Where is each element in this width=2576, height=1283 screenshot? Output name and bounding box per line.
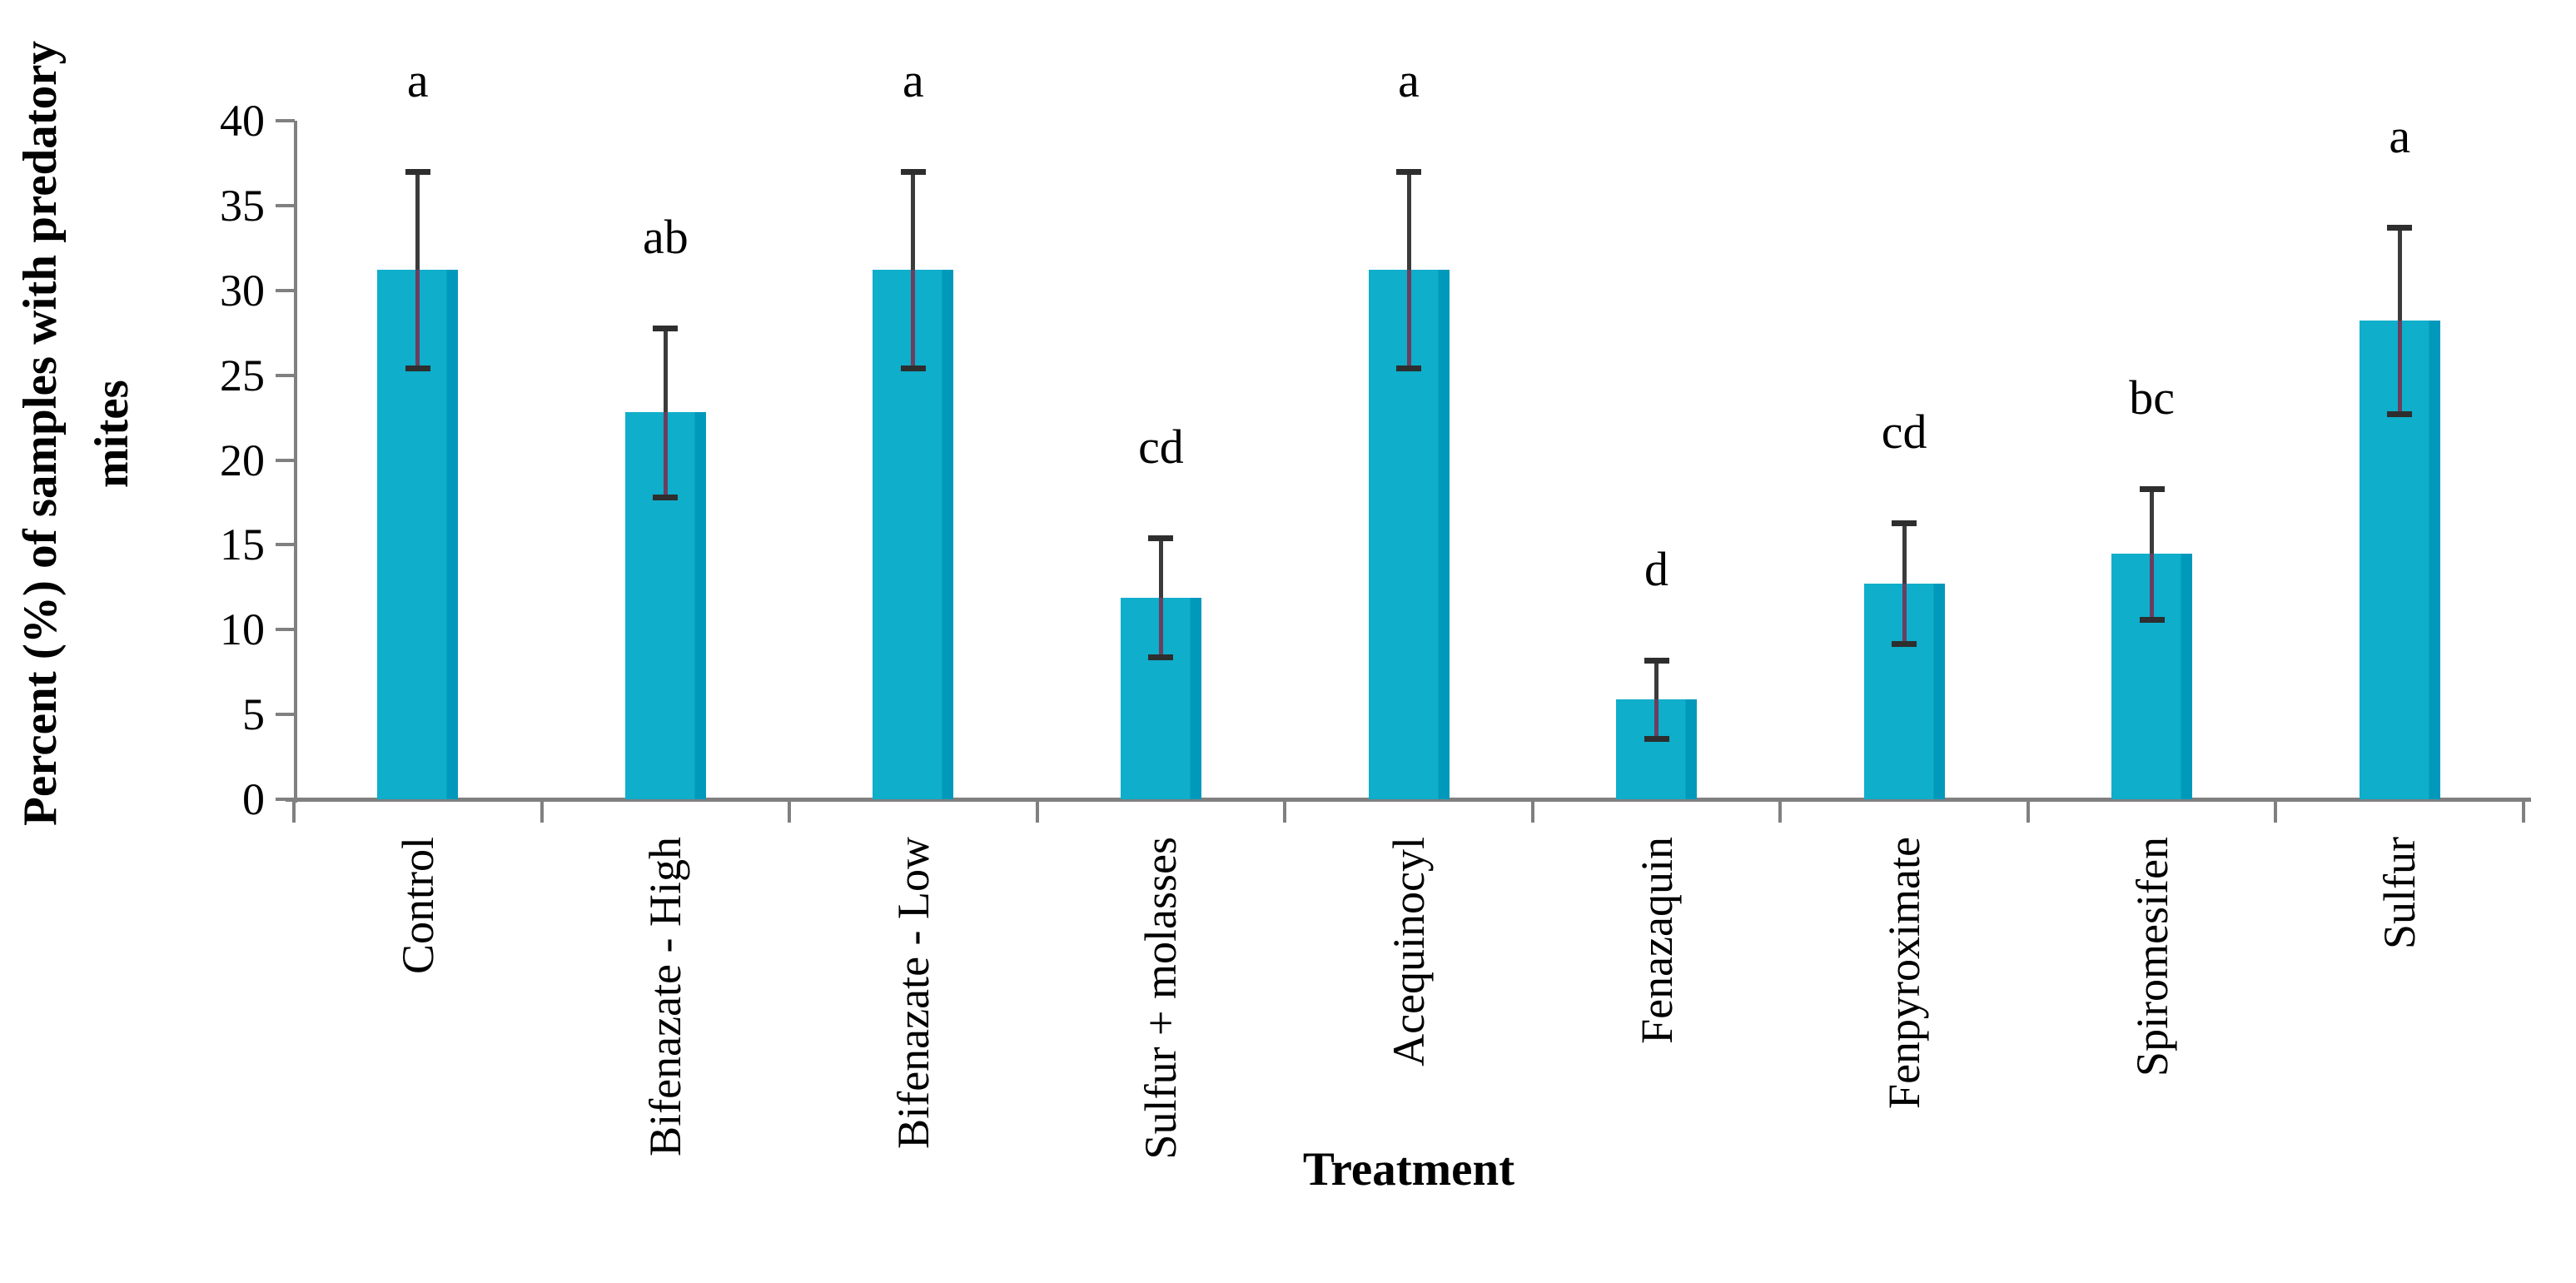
x-category-label: Sulfur + molasses	[1136, 837, 1186, 1160]
error-bar-whisker	[415, 172, 420, 271]
y-tick-mark	[276, 798, 295, 801]
y-tick-label: 25	[220, 350, 265, 400]
y-tick-label: 20	[220, 435, 265, 485]
error-bar-cap-top	[2387, 225, 2413, 231]
error-bar-cap-top	[405, 169, 430, 176]
x-category-label: Spiromesifen	[2126, 837, 2177, 1077]
y-axis-line	[294, 121, 297, 803]
y-tick-label: 40	[220, 96, 265, 146]
error-bar-whisker	[1158, 538, 1163, 598]
x-category-label: Fenazaquin	[1631, 837, 1682, 1044]
error-bar-cap-bottom	[2387, 411, 2413, 418]
x-category-label: Bifenazate - High	[640, 837, 691, 1156]
x-tick-mark	[2274, 802, 2278, 823]
x-category-label: Acequinocyl	[1384, 837, 1434, 1067]
x-tick-mark	[1035, 802, 1039, 823]
error-bar-cap-bottom	[900, 366, 926, 372]
y-tick-mark	[276, 203, 295, 207]
y-tick-label: 0	[242, 774, 265, 824]
error-bar-whisker	[2397, 227, 2402, 321]
x-category-label: Fenpyroximate	[1879, 837, 1930, 1109]
error-bar-cap-bottom	[1148, 654, 1174, 660]
x-tick-mark	[2522, 802, 2525, 823]
x-axis-line	[286, 798, 2531, 802]
error-bar-whisker-lower	[2150, 553, 2155, 620]
x-tick-mark	[292, 802, 296, 823]
significance-letter: d	[1644, 541, 1669, 596]
significance-letter: a	[406, 53, 429, 108]
error-bar-whisker-lower	[1406, 270, 1411, 369]
significance-letter: cd	[1881, 404, 1927, 459]
error-bar-cap-bottom	[1644, 735, 1669, 742]
significance-letter: a	[1398, 53, 1420, 108]
x-category-label: Bifenazate - Low	[888, 837, 938, 1149]
error-bar-whisker-lower	[2397, 321, 2402, 415]
y-tick-label: 30	[220, 265, 265, 316]
x-tick-mark	[1283, 802, 1287, 823]
x-tick-mark	[540, 802, 544, 823]
error-bar-cap-bottom	[2139, 617, 2165, 624]
x-tick-mark	[2026, 802, 2030, 823]
y-tick-mark	[276, 288, 295, 292]
error-bar-whisker	[2150, 489, 2155, 554]
error-bar-cap-bottom	[1396, 366, 1421, 372]
error-bar-cap-top	[1396, 169, 1421, 176]
x-axis-title: Treatment	[1302, 1143, 1515, 1196]
x-category-label: Sulfur	[2375, 837, 2425, 949]
error-bar-cap-top	[653, 325, 679, 331]
error-bar-cap-bottom	[405, 366, 430, 372]
error-bar-cap-top	[1644, 657, 1669, 664]
error-bar-cap-top	[2139, 486, 2165, 493]
error-bar-cap-bottom	[1892, 640, 1917, 647]
x-tick-mark	[1778, 802, 1783, 823]
significance-letter: ab	[642, 209, 689, 264]
error-bar-whisker	[1406, 172, 1411, 271]
y-axis-title-line1: Percent (%) of samples with predatory	[14, 41, 67, 827]
y-tick-mark	[276, 543, 295, 547]
error-bar-whisker-lower	[911, 270, 916, 369]
significance-letter: cd	[1138, 420, 1184, 475]
error-bar-whisker-lower	[663, 412, 668, 498]
error-bar-whisker-lower	[1902, 584, 1907, 644]
y-tick-mark	[276, 119, 295, 122]
x-category-label: Control	[392, 837, 443, 975]
error-bar-whisker	[663, 327, 668, 413]
x-tick-mark	[788, 802, 792, 823]
y-tick-label: 5	[242, 689, 265, 740]
error-bar-whisker-lower	[415, 270, 420, 369]
error-bar-whisker-lower	[1654, 699, 1659, 738]
error-bar-cap-bottom	[653, 495, 679, 501]
error-bar-cap-top	[1148, 535, 1174, 542]
y-tick-mark	[276, 628, 295, 632]
y-tick-label: 35	[220, 180, 265, 231]
y-tick-mark	[276, 458, 295, 462]
error-bar-whisker	[1654, 659, 1659, 699]
y-tick-label: 15	[220, 520, 265, 570]
error-bar-whisker-lower	[1158, 597, 1163, 657]
y-tick-label: 10	[220, 604, 265, 655]
significance-letter: a	[2389, 109, 2411, 164]
y-tick-mark	[276, 713, 295, 717]
error-bar-whisker	[1902, 522, 1907, 584]
x-tick-mark	[1530, 802, 1534, 823]
error-bar-cap-top	[900, 169, 926, 176]
error-bar-cap-top	[1892, 520, 1917, 526]
error-bar-whisker	[911, 172, 916, 271]
significance-letter: bc	[2129, 370, 2176, 425]
y-tick-mark	[276, 373, 295, 377]
significance-letter: a	[903, 53, 924, 108]
